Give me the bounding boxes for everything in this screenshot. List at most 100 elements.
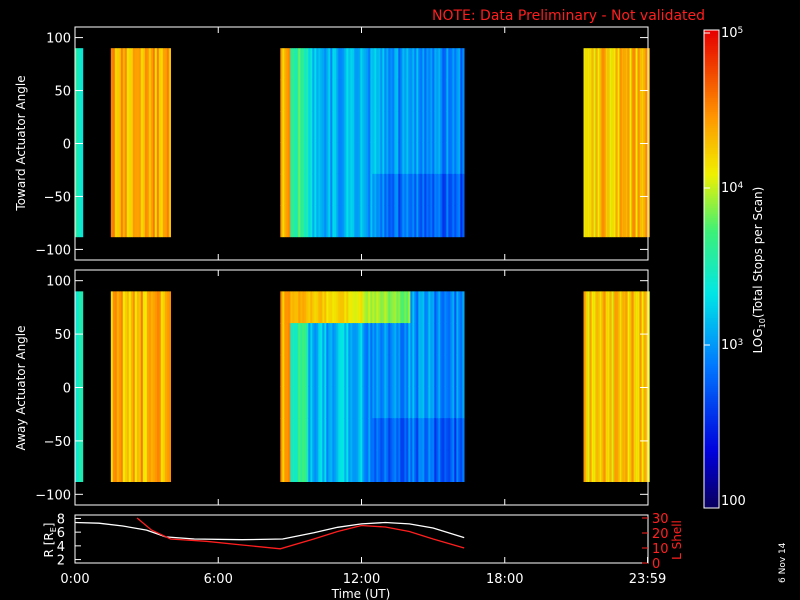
spectrogram-cell — [124, 291, 128, 482]
spectrogram-cell — [372, 173, 375, 206]
colorbar-swatch — [704, 224, 719, 226]
spectrogram-cell — [356, 354, 359, 387]
date-stamp: 6 Nov 14 — [778, 542, 788, 583]
spectrogram-cell — [645, 48, 648, 238]
spectrogram-cell — [585, 291, 588, 482]
spectrogram-cell — [364, 48, 367, 81]
spectrogram-cell — [396, 291, 399, 324]
spectrogram-cell — [402, 205, 405, 238]
spectrogram-cell — [282, 173, 285, 206]
colorbar-swatch — [704, 56, 719, 58]
spectrogram-cell — [344, 354, 347, 387]
spectrogram-cell — [370, 386, 373, 419]
spectrogram-cell — [356, 173, 359, 206]
spectrogram-cell — [312, 354, 315, 387]
spectrogram-cell — [384, 173, 387, 206]
spectrogram-cell — [330, 173, 333, 206]
colorbar-swatch — [704, 278, 719, 280]
spectrogram-cell — [296, 449, 299, 482]
spectrogram-cell — [432, 48, 435, 81]
spectrogram-cell — [308, 205, 311, 238]
spectrogram-cell — [406, 79, 409, 112]
spectrogram-cell — [346, 323, 349, 356]
spectrogram-cell — [458, 111, 461, 143]
spectrogram-cell — [432, 205, 435, 238]
spectrogram-cell — [320, 142, 323, 175]
spectrogram-cell — [316, 354, 319, 387]
colorbar-swatch — [704, 200, 719, 202]
spectrogram-cell — [597, 48, 600, 238]
spectrogram-cell — [312, 79, 315, 112]
spectrogram-cell — [428, 386, 431, 419]
spectrogram-cell — [344, 323, 347, 356]
colorbar-swatch — [704, 268, 719, 270]
spectrogram-cell — [322, 418, 325, 451]
spectrogram-cell — [412, 173, 415, 206]
spectrogram-cell — [318, 386, 321, 419]
spectrogram-cell — [81, 48, 84, 238]
spectrogram-cell — [322, 79, 325, 112]
spectrogram-cell — [312, 291, 315, 324]
spectrogram-cell — [286, 291, 289, 324]
spectrogram-cell — [280, 323, 283, 356]
colorbar-swatch — [704, 482, 719, 484]
spectrogram-cell — [294, 449, 297, 482]
colorbar-swatch — [704, 68, 719, 70]
spectrogram-cell — [342, 173, 345, 206]
colorbar-swatch — [704, 168, 719, 170]
spectrogram-cell — [288, 48, 291, 81]
spectrogram-cell — [438, 48, 441, 81]
spectrogram-cell — [382, 386, 385, 419]
spectrogram-cell — [424, 142, 427, 175]
preliminary-note: NOTE: Data Preliminary - Not validated — [432, 8, 705, 24]
colorbar-swatch — [704, 136, 719, 138]
spectrogram-cell — [376, 323, 379, 356]
spectrogram-cell — [442, 48, 445, 81]
spectrogram-cell — [406, 418, 409, 451]
colorbar-swatch — [704, 334, 719, 336]
colorbar-swatch — [704, 86, 719, 88]
spectrogram-cell — [322, 323, 325, 356]
colorbar-swatch — [704, 40, 719, 42]
spectrogram-cell — [328, 354, 331, 387]
colorbar-swatch — [704, 380, 719, 382]
spectrogram-cell — [418, 354, 421, 387]
spectrogram-cell — [410, 354, 413, 387]
spectrogram-cell — [158, 291, 162, 482]
colorbar-swatch — [704, 368, 719, 370]
spectrogram-cell — [120, 48, 124, 238]
spectrogram-cell — [448, 79, 451, 112]
spectrogram-cell — [398, 418, 401, 451]
spectrogram-cell — [162, 291, 166, 482]
colorbar-swatch — [704, 198, 719, 200]
spectrogram-cell — [400, 111, 403, 143]
spectrogram-cell — [412, 323, 415, 356]
spectrogram-cell — [406, 386, 409, 419]
spectrogram-cell — [318, 354, 321, 387]
spectrogram-cell — [332, 386, 335, 419]
spectrogram-cell — [434, 418, 437, 451]
colorbar-swatch — [704, 30, 719, 32]
spectrogram-cell — [356, 205, 359, 238]
spectrogram-cell — [420, 48, 423, 81]
spectrogram-cell — [615, 291, 618, 482]
colorbar-swatch — [704, 324, 719, 326]
spectrogram-cell — [342, 354, 345, 387]
spectrogram-cell — [282, 449, 285, 482]
spectrogram-cell — [426, 449, 429, 482]
spectrogram-cell — [364, 173, 367, 206]
spectrogram-cell — [434, 111, 437, 143]
spectrogram-cell — [332, 354, 335, 387]
spectrogram-cell — [344, 142, 347, 175]
spectrogram-cell — [398, 449, 401, 482]
colorbar-swatch — [704, 186, 719, 188]
spectrogram-cell — [420, 111, 423, 143]
spectrogram-cell — [408, 418, 411, 451]
spectrogram-cell — [366, 173, 369, 206]
spectrogram-cell — [380, 173, 383, 206]
colorbar-swatch — [704, 438, 719, 440]
spectrogram-cell — [286, 418, 289, 451]
spectrogram-cell — [280, 291, 283, 324]
colorbar-swatch — [704, 274, 719, 276]
spectrogram-cell — [302, 111, 305, 143]
